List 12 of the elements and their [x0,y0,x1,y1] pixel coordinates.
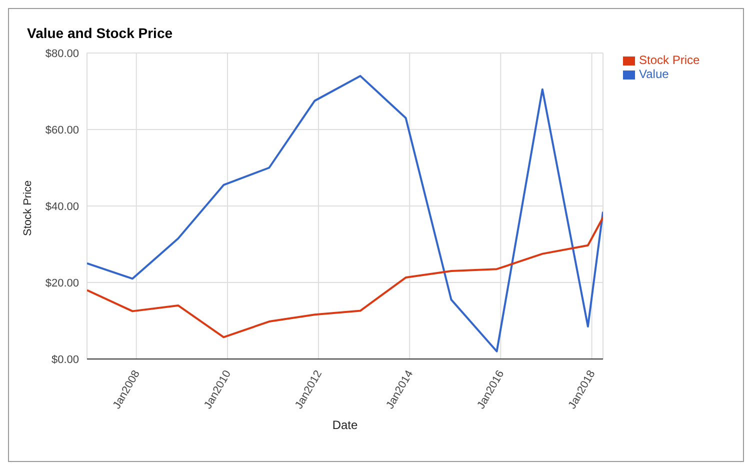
x-axis-title: Date [332,418,358,432]
legend-label: Value [639,67,669,81]
y-tick-label: $20.00 [45,277,79,290]
y-axis-title: Stock Price [22,180,34,236]
line-series [87,216,603,338]
y-tick-label: $60.00 [45,124,79,136]
line-series [87,74,603,352]
chart-title: Value and Stock Price [27,25,173,41]
legend-label: Stock Price [639,53,700,67]
y-tick-label: $40.00 [45,200,79,213]
y-tick-label: $0.00 [51,354,79,366]
y-tick-label: $80.00 [45,48,79,60]
